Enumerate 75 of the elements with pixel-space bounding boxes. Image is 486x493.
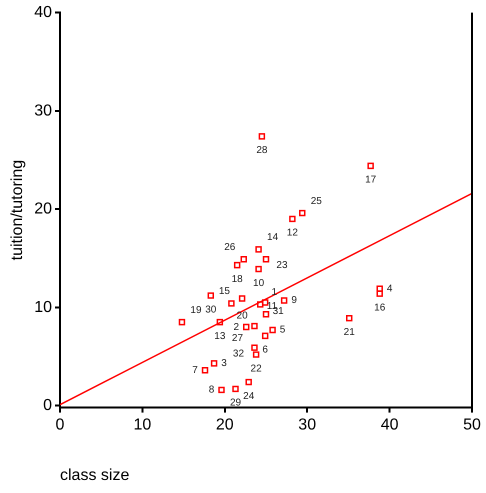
point: [255, 246, 262, 253]
annotation: 8: [208, 384, 215, 396]
annotation: 20: [236, 310, 248, 322]
point: [269, 326, 276, 334]
point: [240, 256, 247, 262]
point: [255, 266, 262, 272]
point: [238, 295, 246, 302]
x-tick-label: 0: [56, 416, 65, 434]
point: [262, 311, 270, 318]
y-axis-title: tuition/tutoring: [9, 160, 26, 260]
annotation: 5: [280, 324, 286, 336]
point: [258, 133, 266, 140]
annotation: 24: [243, 390, 255, 402]
annotation: 4: [386, 283, 393, 294]
annotation: 14: [267, 232, 279, 244]
point: [252, 351, 260, 358]
annotation: 25: [310, 196, 322, 207]
annotation: 23: [276, 260, 288, 271]
point: [232, 386, 239, 392]
x-tick-label: 30: [298, 416, 316, 434]
annotation: 17: [365, 174, 377, 186]
annotation: 31: [272, 306, 284, 318]
point: [346, 314, 352, 322]
point: [257, 301, 264, 308]
point: [289, 216, 296, 222]
point: [228, 300, 235, 307]
annotation: 15: [218, 286, 230, 298]
point: [245, 378, 252, 386]
point: [210, 360, 218, 367]
point: [251, 322, 258, 330]
x-tick-label: 50: [463, 416, 481, 434]
annotation: 10: [253, 278, 265, 289]
annotation: 13: [214, 330, 226, 342]
point: [299, 210, 306, 216]
point: [262, 299, 268, 306]
x-axis-title: class size: [60, 466, 130, 484]
point: [178, 318, 186, 326]
annotation: 32: [232, 348, 244, 360]
x-tick-label: 40: [380, 416, 399, 434]
point: [262, 332, 268, 340]
y-tick-label: 0: [43, 397, 52, 414]
point: [234, 262, 240, 268]
y-tick-label: 10: [34, 298, 52, 316]
point: [208, 292, 214, 299]
point: [367, 162, 374, 170]
point: [218, 386, 225, 394]
annotation: 30: [205, 304, 217, 316]
annotation: 28: [256, 145, 268, 156]
point: [376, 285, 383, 292]
point: [243, 324, 250, 330]
annotation: 18: [232, 274, 244, 285]
annotation: 6: [262, 344, 268, 356]
point: [376, 290, 383, 297]
point: [280, 297, 288, 304]
annotation: 21: [344, 326, 356, 338]
annotation: 9: [291, 295, 298, 306]
annotation: 16: [374, 302, 386, 314]
point: [262, 256, 270, 262]
y-tick-label: 20: [34, 200, 52, 218]
y-tick-label: 30: [34, 102, 52, 120]
annotation: 27: [232, 332, 244, 344]
annotation: 26: [224, 242, 236, 253]
y-tick-label: 40: [34, 4, 52, 22]
x-tick-label: 20: [216, 416, 234, 434]
annotation: 22: [250, 363, 262, 374]
annotation: 2: [233, 322, 240, 333]
annotation: 12: [286, 228, 298, 239]
point: [202, 367, 208, 374]
point: [251, 344, 258, 351]
annotation: 3: [221, 358, 228, 370]
annotation: 19: [190, 304, 202, 316]
annotation: 7: [192, 365, 198, 376]
point: [216, 318, 224, 326]
annotation: 29: [230, 398, 242, 409]
x-tick-label: 10: [134, 416, 152, 434]
